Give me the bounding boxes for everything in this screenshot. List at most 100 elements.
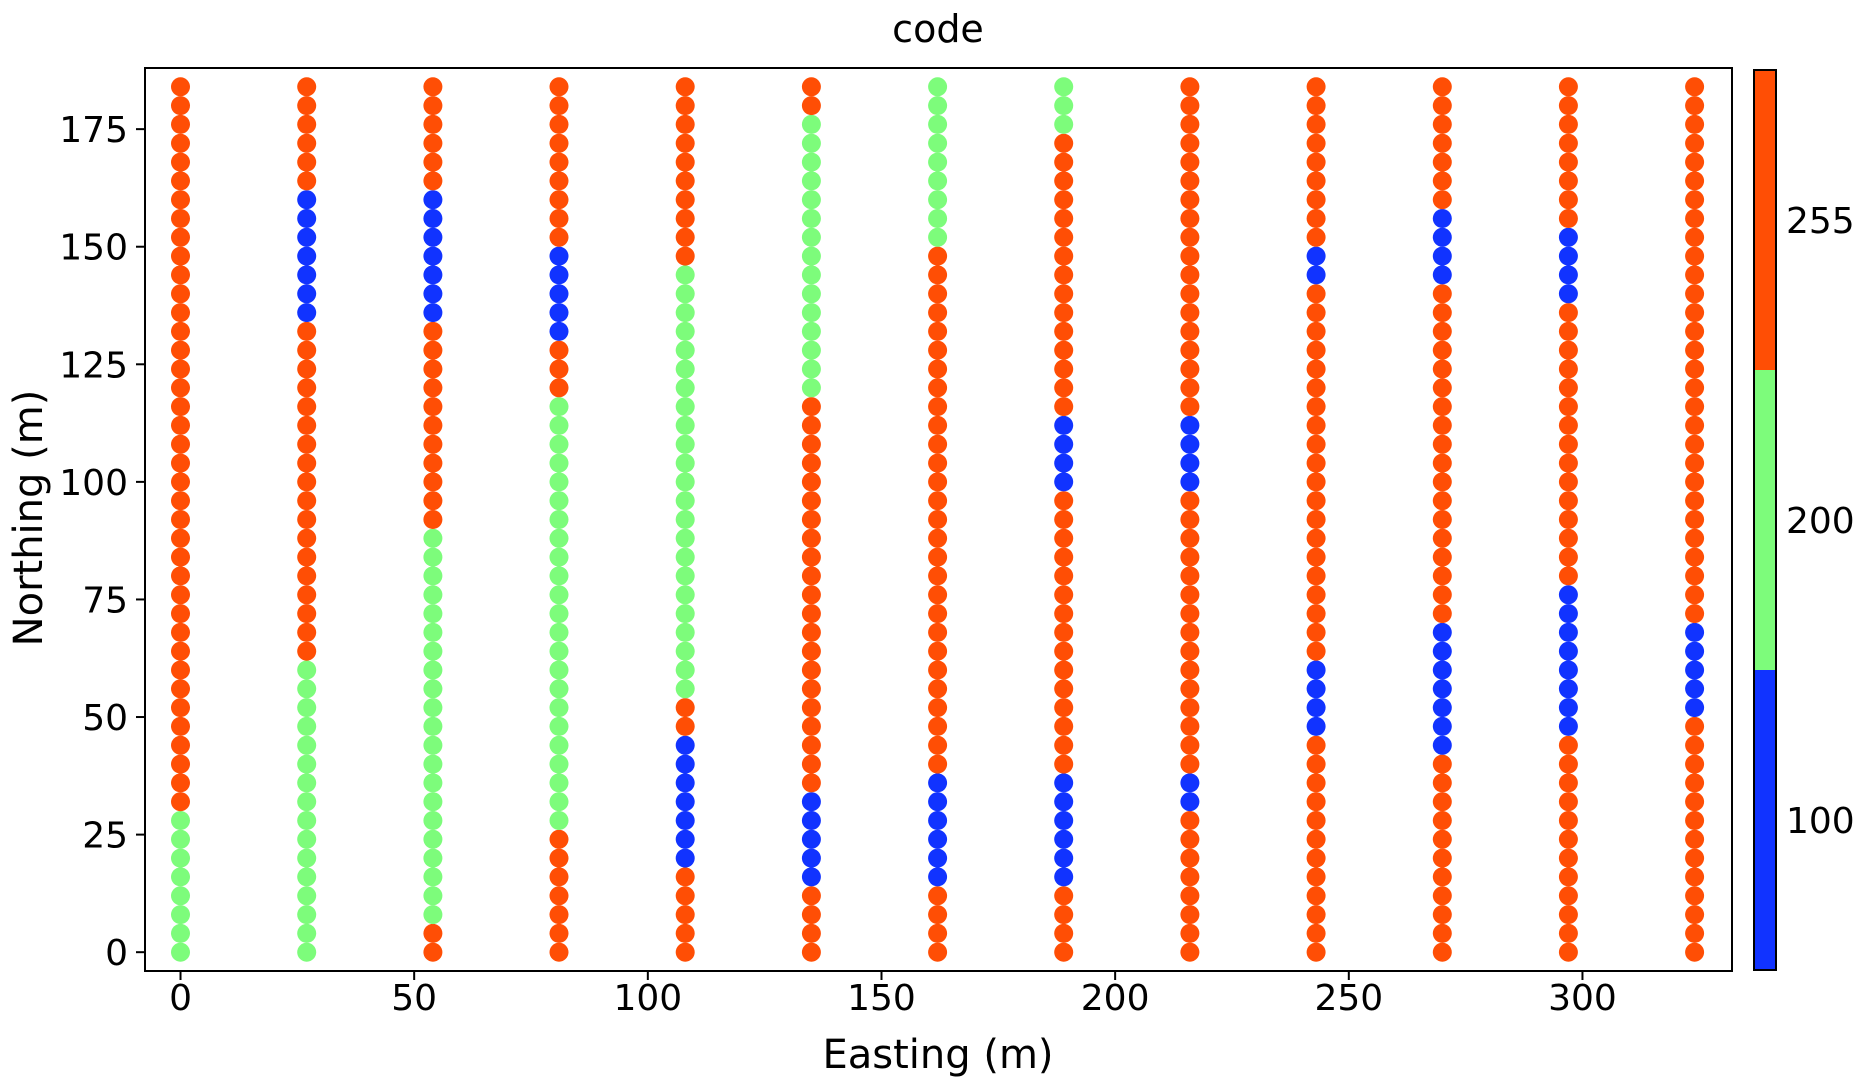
data-point	[1180, 923, 1200, 943]
data-point	[801, 735, 821, 755]
data-point	[675, 303, 695, 323]
data-point	[1432, 491, 1452, 511]
data-point	[675, 923, 695, 943]
data-point	[1685, 96, 1705, 116]
data-point	[1685, 942, 1705, 962]
data-point	[1432, 227, 1452, 247]
data-point	[1180, 491, 1200, 511]
data-point	[423, 114, 443, 134]
data-point	[1306, 660, 1326, 680]
data-point	[297, 114, 317, 134]
data-point	[423, 227, 443, 247]
data-point	[1558, 698, 1578, 718]
data-point	[1054, 133, 1074, 153]
data-point	[1685, 528, 1705, 548]
data-point	[675, 848, 695, 868]
data-point	[423, 397, 443, 417]
data-point	[801, 942, 821, 962]
data-point	[801, 566, 821, 586]
data-point	[928, 886, 948, 906]
data-point	[423, 848, 443, 868]
data-point	[171, 604, 190, 624]
data-point	[1306, 528, 1326, 548]
data-point	[549, 773, 569, 793]
data-point	[1685, 453, 1705, 473]
data-point	[297, 923, 317, 943]
data-point	[1558, 340, 1578, 360]
data-point	[423, 415, 443, 435]
data-point	[801, 491, 821, 511]
data-point	[423, 754, 443, 774]
data-point	[1180, 284, 1200, 304]
data-point	[1180, 679, 1200, 699]
data-point	[928, 114, 948, 134]
data-point	[1558, 585, 1578, 605]
data-point	[928, 77, 948, 97]
data-point	[1306, 547, 1326, 567]
data-point	[801, 378, 821, 398]
data-point	[928, 604, 948, 624]
data-point	[1306, 773, 1326, 793]
data-point	[1054, 679, 1074, 699]
data-point	[675, 246, 695, 266]
data-point	[297, 397, 317, 417]
data-point	[1432, 453, 1452, 473]
data-point	[1054, 284, 1074, 304]
data-point	[1558, 679, 1578, 699]
data-point	[171, 585, 190, 605]
data-point	[801, 453, 821, 473]
data-point	[801, 698, 821, 718]
data-point	[1054, 152, 1074, 172]
data-point	[1685, 660, 1705, 680]
data-point	[423, 303, 443, 323]
y-tick-label: 75	[82, 580, 128, 621]
data-point	[1306, 378, 1326, 398]
data-point	[675, 96, 695, 116]
data-point	[1685, 415, 1705, 435]
data-point	[1306, 848, 1326, 868]
data-point	[1685, 190, 1705, 210]
data-point	[1685, 679, 1705, 699]
data-point	[171, 848, 190, 868]
data-point	[297, 510, 317, 529]
data-point	[928, 735, 948, 755]
data-point	[928, 96, 948, 116]
data-point	[1180, 566, 1200, 586]
data-point	[1685, 754, 1705, 774]
data-point	[1685, 397, 1705, 417]
data-point	[1558, 735, 1578, 755]
data-point	[675, 811, 695, 830]
data-point	[1054, 547, 1074, 567]
x-tick-label: 300	[1548, 978, 1617, 1019]
data-point	[171, 284, 190, 304]
data-point	[549, 848, 569, 868]
data-point	[928, 227, 948, 247]
data-point	[423, 491, 443, 511]
data-point	[928, 923, 948, 943]
data-point	[423, 679, 443, 699]
data-point	[1685, 848, 1705, 868]
data-point	[423, 453, 443, 473]
data-point	[1180, 114, 1200, 134]
data-point	[1306, 133, 1326, 153]
data-point	[423, 472, 443, 492]
data-point	[1432, 641, 1452, 661]
data-point	[1558, 152, 1578, 172]
data-point	[1432, 942, 1452, 962]
data-point	[1306, 510, 1326, 529]
data-point	[423, 152, 443, 172]
data-point	[1306, 886, 1326, 906]
data-point	[1180, 811, 1200, 830]
x-tick-label: 50	[391, 978, 437, 1019]
data-point	[801, 171, 821, 191]
data-point	[1558, 321, 1578, 341]
data-point	[1306, 622, 1326, 642]
data-point	[297, 585, 317, 605]
data-point	[171, 265, 190, 285]
data-point	[549, 716, 569, 736]
data-point	[549, 284, 569, 304]
data-point	[1432, 190, 1452, 210]
data-point	[1558, 491, 1578, 511]
data-point	[1306, 152, 1326, 172]
data-point	[171, 397, 190, 417]
